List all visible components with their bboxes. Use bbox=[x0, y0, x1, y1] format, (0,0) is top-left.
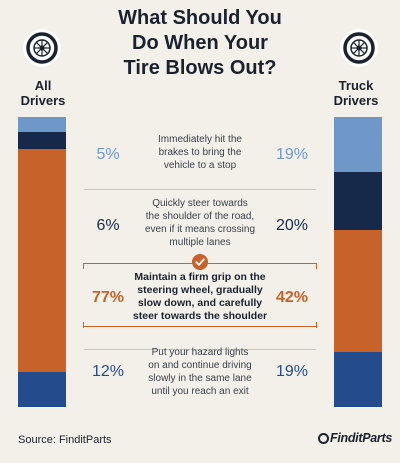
bar-segment bbox=[334, 352, 382, 407]
statement-line: steering wheel, gradually bbox=[137, 284, 263, 296]
bar-segment bbox=[18, 132, 66, 149]
group-label-line: Drivers bbox=[333, 93, 379, 108]
statement-line: slow down, and carefully bbox=[137, 297, 263, 309]
chart-title: What Should You Do When Your Tire Blows … bbox=[90, 6, 310, 81]
tire-icon bbox=[23, 29, 61, 67]
group-label-line: Truck bbox=[338, 78, 374, 93]
frame-tick bbox=[316, 321, 317, 328]
title-line: Tire Blows Out? bbox=[123, 57, 277, 79]
group-label-line: All bbox=[34, 78, 52, 93]
statement-line: Maintain a firm grip on the bbox=[134, 271, 266, 283]
truck-drivers-label: Truck Drivers bbox=[321, 78, 391, 108]
logo-text: FinditParts bbox=[330, 431, 392, 445]
pct-truck-drivers: 20% bbox=[275, 217, 309, 234]
group-label-line: Drivers bbox=[20, 93, 66, 108]
title-line: What Should You bbox=[118, 7, 282, 29]
checkmark-icon bbox=[192, 254, 208, 270]
statement-line: Immediately hit the bbox=[158, 134, 242, 145]
statement-text: Immediately hit the brakes to bring the … bbox=[136, 133, 264, 172]
statement-line: vehicle to a stop bbox=[163, 160, 237, 171]
all-drivers-stacked-bar bbox=[18, 117, 66, 407]
source-note: Source: FinditParts bbox=[18, 434, 112, 446]
statement-line: even if it means crossing bbox=[144, 224, 256, 235]
statement-text: Quickly steer towards the shoulder of th… bbox=[136, 197, 264, 249]
statement-line: the shoulder of the road, bbox=[145, 211, 255, 222]
bar-segment bbox=[18, 149, 66, 372]
bar-segment bbox=[18, 372, 66, 407]
bar-segment bbox=[334, 172, 382, 230]
pct-all-drivers: 6% bbox=[96, 217, 120, 234]
statement-line: until you reach an exit bbox=[151, 386, 249, 397]
tire-icon bbox=[340, 29, 378, 67]
title-line: Do When Your bbox=[132, 32, 268, 54]
bar-segment bbox=[18, 117, 66, 132]
statement-text: Maintain a firm grip on the steering whe… bbox=[128, 271, 272, 323]
row-divider bbox=[84, 349, 316, 350]
pct-truck-drivers: 19% bbox=[275, 363, 309, 380]
statement-line: slowly in the same lane bbox=[148, 373, 252, 384]
statement-line: Quickly steer towards bbox=[152, 198, 248, 209]
statement-line: multiple lanes bbox=[169, 237, 231, 248]
bar-segment bbox=[334, 230, 382, 352]
statement-line: brakes to bring the bbox=[158, 147, 242, 158]
pct-all-drivers: 77% bbox=[91, 289, 125, 306]
pct-all-drivers: 5% bbox=[96, 146, 120, 163]
bar-segment bbox=[334, 117, 382, 172]
pct-truck-drivers: 19% bbox=[275, 146, 309, 163]
all-drivers-label: All Drivers bbox=[8, 78, 78, 108]
truck-drivers-stacked-bar bbox=[334, 117, 382, 407]
logo-mark-icon bbox=[318, 433, 329, 444]
row-divider bbox=[84, 189, 316, 190]
brand-logo: FinditParts bbox=[318, 431, 392, 445]
statement-text: Put your hazard lights on and continue d… bbox=[136, 346, 264, 398]
statement-line: on and continue driving bbox=[148, 360, 252, 371]
statement-line: Put your hazard lights bbox=[151, 347, 249, 358]
pct-truck-drivers: 42% bbox=[275, 289, 309, 306]
frame-tick bbox=[83, 321, 84, 328]
statement-line: steer towards the shoulder bbox=[132, 310, 268, 322]
pct-all-drivers: 12% bbox=[91, 363, 125, 380]
